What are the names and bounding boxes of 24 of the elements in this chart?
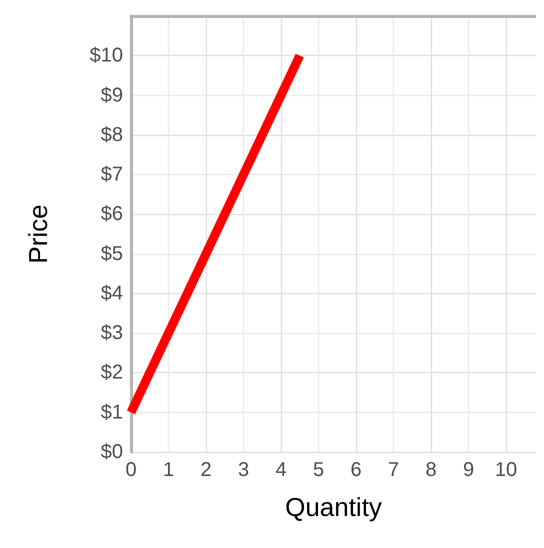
y-axis-title: Price <box>23 204 53 264</box>
y-tick-label: $8 <box>100 124 123 146</box>
y-tick-label: $5 <box>100 242 123 265</box>
x-tick-label: 7 <box>388 459 400 481</box>
x-tick-label: 8 <box>425 459 437 481</box>
x-tick-label: 3 <box>238 459 250 481</box>
y-tick-label: $2 <box>100 362 123 384</box>
x-tick-label: 1 <box>162 459 174 481</box>
y-tick-label: $9 <box>100 84 123 106</box>
x-tick-label: 2 <box>200 459 212 481</box>
x-tick-label: 4 <box>275 459 287 481</box>
y-tick-label: $3 <box>100 322 123 344</box>
x-tick-label: 5 <box>312 459 324 481</box>
y-tick-label: $7 <box>100 164 123 186</box>
x-tick-label: 6 <box>350 459 362 481</box>
x-axis-title: Quantity <box>285 492 382 522</box>
x-tick-label: 10 <box>494 459 518 481</box>
y-tick-label: $4 <box>100 282 123 304</box>
y-tick-label: $1 <box>100 401 123 424</box>
y-tick-label: $10 <box>90 44 123 67</box>
x-tick-label: 0 <box>125 459 137 481</box>
y-tick-label: $6 <box>100 203 123 226</box>
x-tick-label: 9 <box>462 459 474 481</box>
y-tick-label: $0 <box>100 441 123 463</box>
